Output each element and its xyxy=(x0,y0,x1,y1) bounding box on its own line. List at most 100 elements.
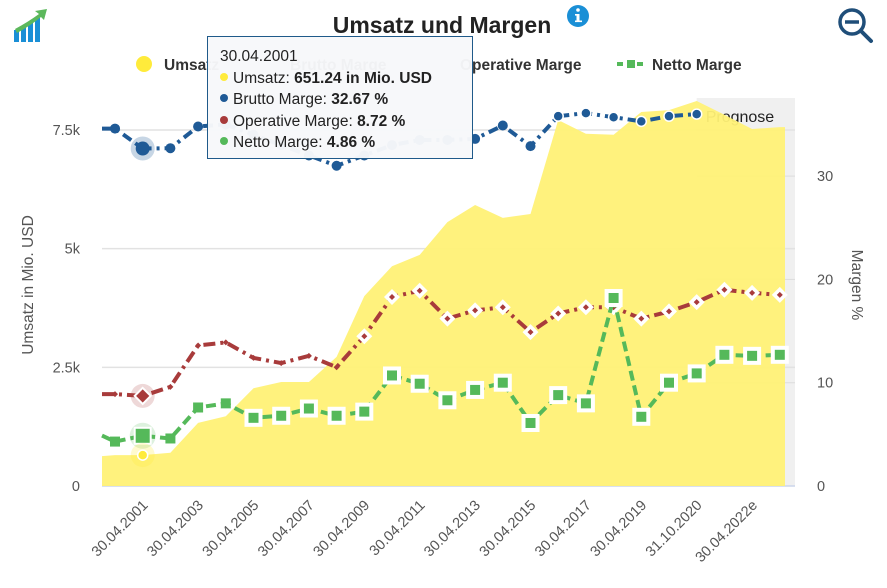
brutto-marge-point[interactable] xyxy=(525,141,536,152)
y-right-tick-label: 0 xyxy=(817,479,825,495)
netto-marge-point-core xyxy=(470,384,481,395)
netto-marge-point[interactable] xyxy=(220,398,231,409)
y-right-tick-label: 30 xyxy=(817,169,833,185)
y-left-tick-label: 5k xyxy=(65,242,81,258)
operative-marge-point-core xyxy=(527,329,534,336)
operative-marge-point[interactable] xyxy=(250,354,257,361)
legend-item-operative-marge[interactable]: Operative Marge xyxy=(460,57,582,74)
brutto-dot-icon xyxy=(220,94,228,102)
brutto-marge-point[interactable] xyxy=(552,110,564,122)
tooltip-value: 8.72 % xyxy=(357,112,406,130)
x-tick-label: 30.04.2003 xyxy=(144,498,207,561)
netto-marge-point-core xyxy=(331,410,342,421)
tooltip-label: Netto Marge: xyxy=(233,134,327,151)
tooltip-row-umsatz: Umsatz: 651.24 in Mio. USD xyxy=(220,68,472,90)
brutto-marge-point[interactable] xyxy=(663,110,675,122)
y-left-tick-label: 2.5k xyxy=(53,360,81,376)
operative-dot-icon xyxy=(220,115,228,124)
x-tick-label: 30.04.2001 xyxy=(89,498,152,561)
tooltip: 30.04.2001 Umsatz: 651.24 in Mio. USD Br… xyxy=(207,36,473,159)
brutto-marge-point[interactable] xyxy=(165,143,176,154)
legend-label-netto: Netto Marge xyxy=(652,57,742,74)
operative-marge-point-core xyxy=(416,287,423,294)
legend-item-netto-marge[interactable]: Netto Marge xyxy=(617,57,742,74)
operative-marge-point[interactable] xyxy=(222,339,229,346)
growth-chart-icon xyxy=(14,9,47,42)
netto-marge-point-core xyxy=(414,378,425,389)
operative-marge-point[interactable] xyxy=(278,360,285,367)
y-right-tick-label: 20 xyxy=(817,272,833,288)
operative-marge-point-core xyxy=(693,299,700,306)
info-icon[interactable] xyxy=(567,5,589,27)
operative-marge-point[interactable] xyxy=(333,364,340,371)
operative-marge-point-core xyxy=(638,315,645,322)
y-left-axis-title: Umsatz in Mio. USD xyxy=(20,215,37,355)
operative-marge-point-core xyxy=(555,310,562,317)
brutto-marge-point[interactable] xyxy=(135,141,150,156)
netto-marge-point-core xyxy=(442,395,453,406)
brutto-marge-point[interactable] xyxy=(635,115,648,128)
operative-marge-point[interactable] xyxy=(305,352,312,359)
operative-marge-point[interactable] xyxy=(133,386,153,406)
tooltip-label: Umsatz: xyxy=(233,69,295,87)
legend-label-operative: Operative Marge xyxy=(460,57,582,74)
operative-marge-point-core xyxy=(666,308,672,315)
legend-item-umsatz[interactable]: Umsatz xyxy=(136,56,219,74)
tooltip-label: Operative Marge: xyxy=(233,112,358,130)
x-tick-label: 30.04.2007 xyxy=(255,498,318,561)
netto-marge-point-core xyxy=(497,377,508,388)
netto-marge-point[interactable] xyxy=(133,426,152,445)
y-left-tick-label: 0 xyxy=(72,479,80,495)
netto-marge-point[interactable] xyxy=(110,436,120,447)
chart-title: Umsatz und Margen xyxy=(333,12,552,38)
operative-marge-point[interactable] xyxy=(112,391,118,398)
netto-marge-point-core xyxy=(691,368,702,379)
zoom-out-icon[interactable] xyxy=(838,8,873,43)
brutto-marge-point[interactable] xyxy=(110,123,120,134)
brutto-marge-point[interactable] xyxy=(580,107,592,119)
netto-marge-point-core xyxy=(580,398,591,409)
tooltip-value: 32.67 % xyxy=(331,91,389,108)
operative-marge-point[interactable] xyxy=(195,342,202,349)
operative-marge-point-core xyxy=(444,315,451,322)
x-tick-label: 30.04.2015 xyxy=(477,498,540,561)
umsatz-point[interactable] xyxy=(136,449,149,461)
operative-marge-point[interactable] xyxy=(167,383,174,390)
netto-marge-point-core xyxy=(276,410,287,421)
operative-marge-point-core xyxy=(389,293,395,300)
brutto-marge-point[interactable] xyxy=(690,108,703,120)
netto-marge-point-core xyxy=(387,370,397,381)
netto-marge-point-core xyxy=(608,292,619,303)
legend-label-umsatz: Umsatz xyxy=(164,57,219,74)
tooltip-row-netto: Netto Marge: 4.86 % xyxy=(220,132,472,154)
tooltip-value: 651.24 in Mio. USD xyxy=(294,69,432,87)
tooltip-value: 4.86 % xyxy=(326,134,376,151)
operative-marge-point-core xyxy=(776,291,783,298)
brutto-marge-point[interactable] xyxy=(331,160,342,171)
brutto-marge-point[interactable] xyxy=(193,121,204,132)
operative-marge-point-core xyxy=(721,286,728,293)
tooltip-row-brutto: Brutto Marge: 32.67 % xyxy=(220,89,472,111)
netto-marge-point-core xyxy=(636,411,647,422)
netto-marge-point[interactable] xyxy=(193,402,204,413)
y-right-tick-label: 10 xyxy=(817,376,833,392)
y-left-tick-label: 7.5k xyxy=(53,123,81,139)
netto-marge-point-core xyxy=(553,390,564,401)
tooltip-label: Brutto Marge: xyxy=(233,91,332,108)
netto-dot-icon xyxy=(220,137,228,145)
operative-marge-point-core xyxy=(472,307,479,314)
netto-marge-point-core xyxy=(525,417,536,428)
x-tick-label: 30.04.2013 xyxy=(421,498,484,561)
netto-marge-point-core xyxy=(248,412,259,423)
umsatz-dot-icon xyxy=(220,72,228,81)
netto-marge-point[interactable] xyxy=(165,433,176,444)
brutto-marge-point[interactable] xyxy=(497,120,508,131)
x-tick-label: 30.04.2011 xyxy=(367,498,429,560)
netto-marge-point-core xyxy=(719,349,730,360)
operative-marge-point-core xyxy=(749,289,756,296)
netto-marge-point-core xyxy=(774,349,785,360)
netto-marge-point-core xyxy=(747,350,758,361)
brutto-marge-point[interactable] xyxy=(607,111,620,123)
